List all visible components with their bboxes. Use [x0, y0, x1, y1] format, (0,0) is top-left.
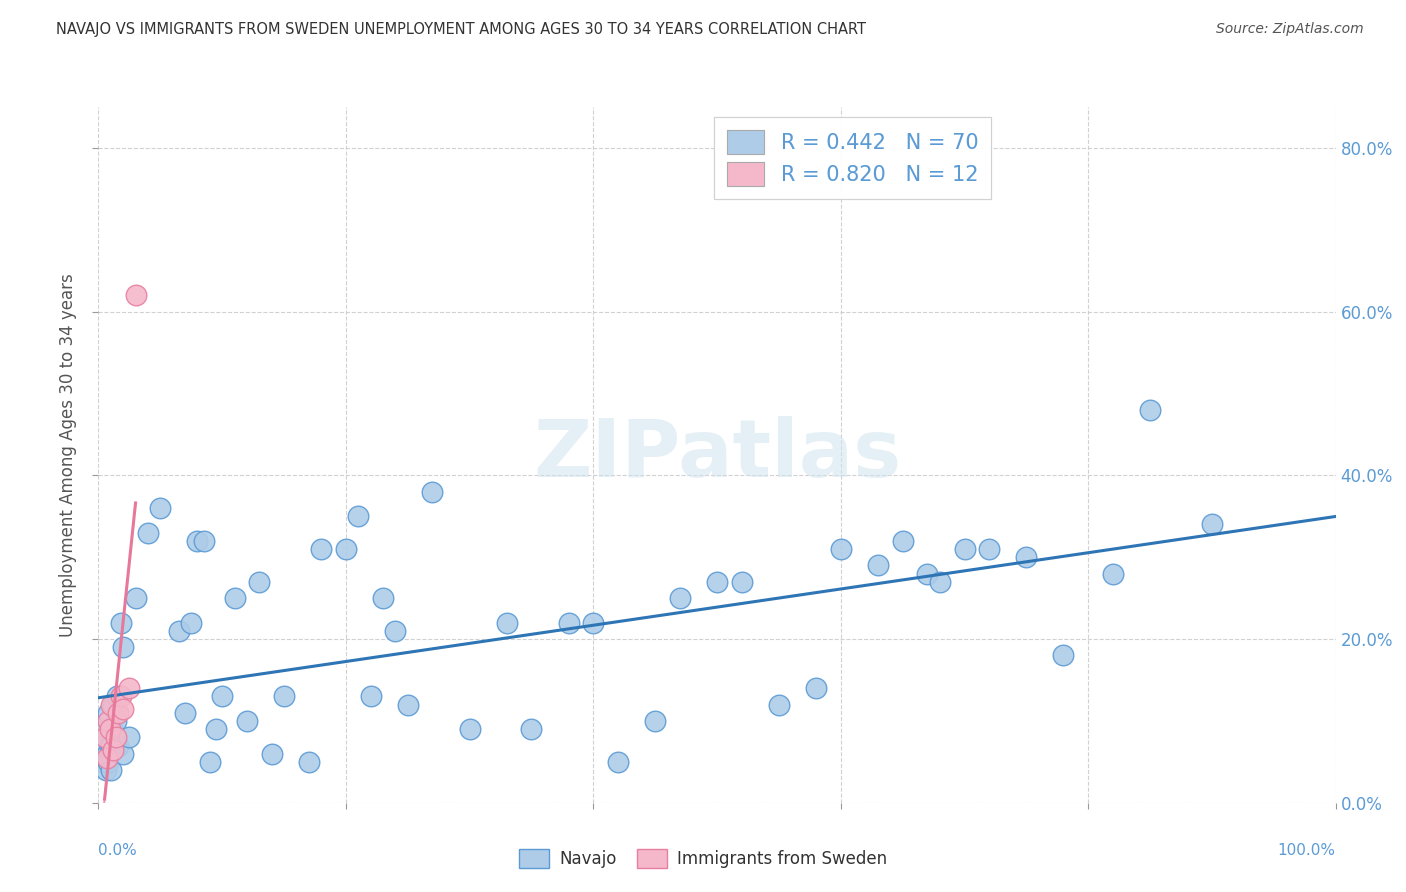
Point [112, 640, 135, 655]
Point [104, 731, 127, 745]
Point [103, 742, 125, 756]
Point [260, 747, 283, 761]
Point [112, 747, 135, 761]
Point [149, 501, 172, 516]
Point [768, 698, 790, 712]
Point [198, 755, 221, 769]
Point [979, 542, 1001, 557]
Point [96, 731, 118, 745]
Point [98, 722, 121, 736]
Point [167, 624, 190, 638]
Point [211, 690, 233, 704]
Point [118, 731, 141, 745]
Point [112, 701, 135, 715]
Point [93, 755, 115, 769]
Point [731, 574, 754, 589]
Point [224, 591, 246, 606]
Point [495, 615, 517, 630]
Point [136, 525, 159, 540]
Point [1102, 566, 1125, 581]
Point [193, 533, 215, 548]
Point [247, 574, 270, 589]
Point [93, 731, 115, 745]
Text: 0.0%: 0.0% [98, 843, 138, 858]
Point [273, 690, 295, 704]
Point [396, 698, 419, 712]
Point [100, 739, 122, 753]
Point [118, 681, 141, 696]
Point [101, 722, 124, 736]
Point [607, 755, 630, 769]
Point [669, 591, 692, 606]
Point [103, 698, 125, 712]
Point [371, 591, 394, 606]
Point [104, 714, 127, 728]
Point [97, 706, 120, 720]
Point [953, 542, 976, 557]
Point [422, 484, 444, 499]
Text: Source: ZipAtlas.com: Source: ZipAtlas.com [1216, 22, 1364, 37]
Point [309, 542, 332, 557]
Point [94, 763, 117, 777]
Point [180, 615, 202, 630]
Point [110, 615, 132, 630]
Point [360, 690, 382, 704]
Point [557, 615, 579, 630]
Point [830, 542, 852, 557]
Point [124, 288, 146, 302]
Point [891, 533, 914, 548]
Point [706, 574, 728, 589]
Point [97, 714, 120, 728]
Point [335, 542, 357, 557]
Point [174, 706, 197, 720]
Point [98, 739, 121, 753]
Y-axis label: Unemployment Among Ages 30 to 34 years: Unemployment Among Ages 30 to 34 years [59, 273, 77, 637]
Point [582, 615, 605, 630]
Text: NAVAJO VS IMMIGRANTS FROM SWEDEN UNEMPLOYMENT AMONG AGES 30 TO 34 YEARS CORRELAT: NAVAJO VS IMMIGRANTS FROM SWEDEN UNEMPLO… [56, 22, 866, 37]
Point [644, 714, 666, 728]
Point [804, 681, 827, 696]
Point [186, 533, 208, 548]
Text: 100.0%: 100.0% [1278, 843, 1336, 858]
Point [105, 690, 128, 704]
Point [520, 722, 543, 736]
Point [124, 591, 146, 606]
Point [1201, 517, 1223, 532]
Point [928, 574, 950, 589]
Point [91, 739, 114, 753]
Point [1015, 550, 1038, 565]
Point [96, 751, 118, 765]
Point [866, 558, 889, 573]
Point [107, 706, 129, 720]
Point [236, 714, 259, 728]
Point [107, 739, 129, 753]
Point [97, 755, 120, 769]
Point [917, 566, 939, 581]
Point [298, 755, 321, 769]
Point [100, 698, 122, 712]
Point [93, 722, 115, 736]
Point [347, 509, 370, 524]
Point [1139, 403, 1161, 417]
Point [103, 731, 125, 745]
Point [110, 690, 132, 704]
Point [205, 722, 228, 736]
Point [384, 624, 406, 638]
Point [1052, 648, 1074, 663]
Point [100, 763, 122, 777]
Legend: R = 0.442   N = 70, R = 0.820   N = 12: R = 0.442 N = 70, R = 0.820 N = 12 [714, 118, 991, 199]
Text: ZIPatlas: ZIPatlas [533, 416, 901, 494]
Point [96, 747, 118, 761]
Legend: Navajo, Immigrants from Sweden: Navajo, Immigrants from Sweden [513, 842, 893, 875]
Point [458, 722, 481, 736]
